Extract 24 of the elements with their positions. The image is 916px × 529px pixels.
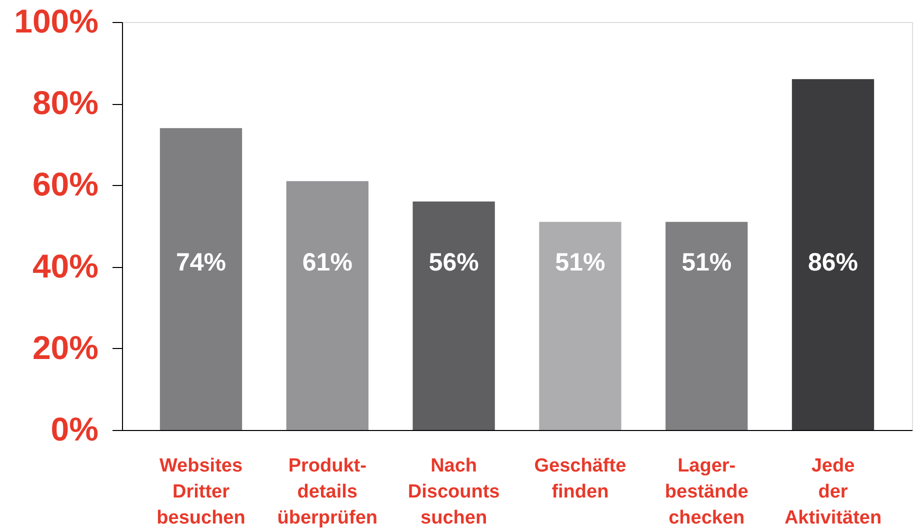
x-tick-label: Nach Discounts suchen xyxy=(408,456,500,528)
y-tick-label: 20% xyxy=(32,328,98,366)
x-tick-label: Produkt- details überprüfen xyxy=(277,456,378,528)
y-tick-label: 40% xyxy=(32,247,98,284)
data-label: 51% xyxy=(555,248,606,277)
data-label: 61% xyxy=(302,248,352,277)
y-tick-label: 0% xyxy=(50,410,98,448)
data-label: 56% xyxy=(428,248,479,277)
bar xyxy=(286,181,368,430)
data-label: 51% xyxy=(682,248,732,277)
bar xyxy=(539,222,622,430)
x-tick-label: Jede der Aktivitäten xyxy=(784,456,882,528)
y-tick-label: 60% xyxy=(32,166,98,203)
bar xyxy=(792,79,874,430)
bar xyxy=(412,202,495,430)
x-tick-label: Lager- bestände checken xyxy=(664,456,748,528)
bar xyxy=(160,128,242,430)
bar xyxy=(666,222,748,430)
x-tick-label: Websites Dritter besuchen xyxy=(156,456,246,528)
x-tick-label: Geschäfte finden xyxy=(534,456,626,502)
data-label: 74% xyxy=(176,248,226,277)
data-label: 86% xyxy=(808,248,858,277)
y-tick-label: 100% xyxy=(14,2,98,40)
y-tick-label: 80% xyxy=(32,84,98,122)
